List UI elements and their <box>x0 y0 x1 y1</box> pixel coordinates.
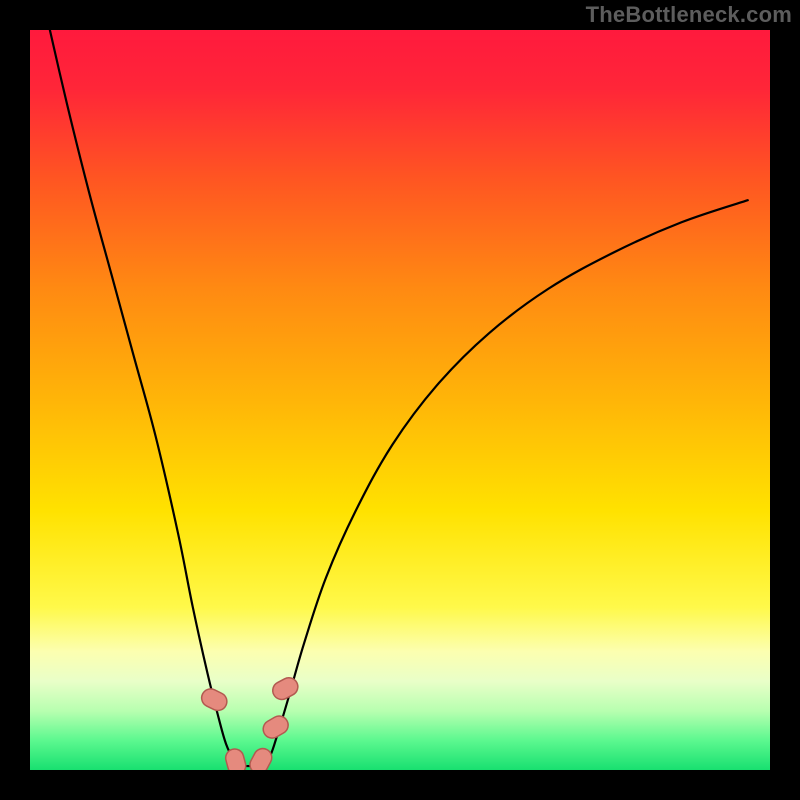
watermark-text: TheBottleneck.com <box>586 2 792 28</box>
plot-background <box>30 30 770 770</box>
bottleneck-chart <box>0 0 800 800</box>
chart-frame: TheBottleneck.com <box>0 0 800 800</box>
